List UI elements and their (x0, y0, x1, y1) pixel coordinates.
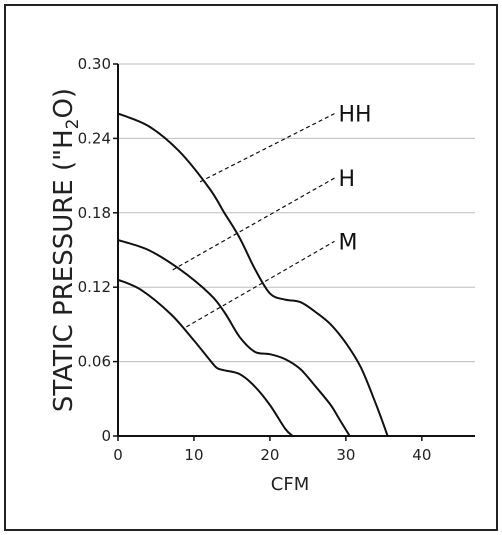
x-axis-title: CFM (271, 474, 309, 495)
series-label-h: H (338, 167, 355, 192)
outer-border (4, 4, 498, 531)
y-axis-title-suffix: O) (49, 88, 79, 119)
x-tick-label-1: 10 (184, 446, 203, 464)
y-tick-label-4: 0.24 (78, 129, 111, 147)
ticks-layer: 0 0.06 0.12 0.18 0.24 0.30 0 10 20 30 40 (78, 55, 432, 464)
y-tick-label-3: 0.18 (78, 204, 111, 222)
series-leader-m (186, 240, 335, 328)
y-axis-title: STATIC PRESSURE ("H2O) (49, 88, 83, 412)
y-axis-title-subscript: 2 (63, 119, 83, 130)
y-tick-label-2: 0.12 (78, 278, 111, 296)
series-leader-hh (199, 113, 335, 183)
y-tick-label-5: 0.30 (78, 55, 111, 73)
series-label-hh: HH (338, 103, 371, 128)
axes-layer (117, 64, 475, 437)
series-label-m: M (338, 230, 357, 255)
series-leader-h (172, 177, 335, 271)
x-tick-label-2: 20 (260, 446, 279, 464)
x-tick-label-3: 30 (336, 446, 355, 464)
grid-layer (118, 63, 475, 363)
y-tick-label-1: 0.06 (78, 353, 111, 371)
x-tick-label-0: 0 (113, 446, 123, 464)
series-line-hh (117, 112, 389, 437)
series-line-m (117, 278, 294, 437)
y-axis-title-prefix: STATIC PRESSURE ("H (49, 129, 79, 412)
x-tick-label-4: 40 (412, 446, 431, 464)
y-tick-label-0: 0 (101, 427, 111, 445)
series-line-h (117, 239, 351, 437)
